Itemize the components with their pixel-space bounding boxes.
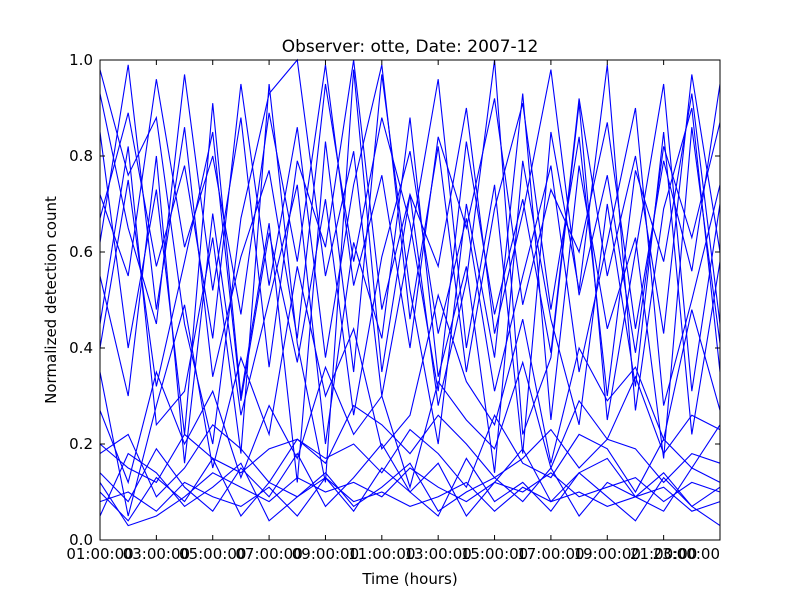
series-line-9: [99, 413, 721, 498]
x-tick-label: 09:00:00: [292, 545, 359, 563]
series-line-3: [99, 58, 721, 454]
series-line-2: [99, 467, 721, 527]
x-tick-label: 05:00:00: [179, 545, 246, 563]
series-line-7: [99, 266, 721, 517]
y-tick-label: 1.0: [69, 51, 93, 69]
y-tick-label: 0.4: [69, 339, 93, 357]
x-tick-label: 11:00:00: [348, 545, 415, 563]
x-tick-label: 17:00:00: [517, 545, 584, 563]
x-tick-label: 03:00:00: [123, 545, 190, 563]
x-tick-label: 23:00:00: [653, 545, 720, 563]
series-line-10: [99, 64, 721, 349]
y-tick-label: 0.0: [69, 531, 93, 549]
series-line-15: [99, 443, 721, 517]
y-tick-label: 0.2: [69, 435, 93, 453]
series-layer: [99, 58, 721, 527]
x-tick-label: 19:00:00: [574, 545, 641, 563]
x-tick-label: 21:00:00: [630, 545, 697, 563]
series-line-13: [99, 360, 721, 490]
x-tick-label: 15:00:00: [461, 545, 528, 563]
y-axis: 0.0 0.2 0.4 0.6 0.8 1.0: [69, 51, 720, 549]
series-line-6: [99, 476, 721, 517]
x-axis-label: Time (hours): [361, 570, 457, 588]
x-tick-label: 07:00:00: [235, 545, 302, 563]
series-line-14: [99, 59, 721, 368]
series-line-8: [99, 74, 721, 483]
series-line-4: [99, 404, 721, 484]
series-line-16: [99, 107, 721, 416]
y-tick-label: 0.6: [69, 243, 93, 261]
series-line-12: [99, 117, 721, 473]
x-tick-label: 01:00:00: [66, 545, 133, 563]
x-tick-label: 13:00:00: [404, 545, 471, 563]
x-axis: 01:00:0003:00:0005:00:0007:00:0009:00:00…: [66, 60, 721, 563]
series-line-1: [99, 59, 721, 483]
chart-title: Observer: otte, Date: 2007-12: [282, 37, 539, 57]
y-tick-label: 0.8: [69, 147, 93, 165]
y-axis-label: Normalized detection count: [42, 196, 60, 404]
plot-frame: [99, 59, 721, 541]
series-line-18: [99, 64, 721, 397]
series-line-17: [99, 457, 721, 527]
